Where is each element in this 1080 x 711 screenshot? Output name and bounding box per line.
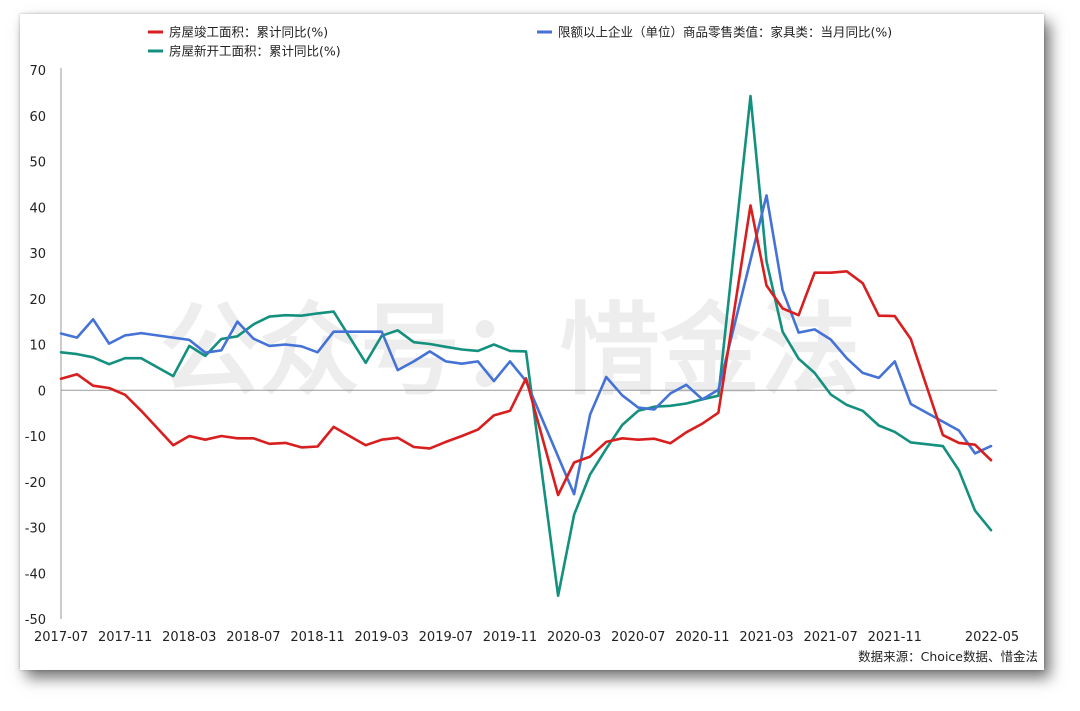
x-tick-label: 2019-11 (483, 630, 537, 645)
x-tick-label: 2018-11 (290, 630, 344, 645)
x-tick-label: 2022-05 (965, 630, 1019, 645)
y-tick-label: -50 (25, 613, 46, 628)
y-tick-label: 30 (29, 247, 46, 262)
y-tick-label: 70 (29, 64, 46, 79)
y-tick-label: 50 (29, 156, 46, 171)
legend-label-red: 房屋竣工面积：累计同比(%) (169, 25, 328, 40)
x-tick-label: 2019-07 (419, 630, 473, 645)
x-tick-label: 2017-07 (34, 630, 88, 645)
legend-label-blue: 限额以上企业（单位）商品零售类值：家具类：当月同比(%) (558, 25, 892, 40)
source-note: 数据来源：Choice数据、惜金法 (858, 649, 1038, 664)
x-tick-label: 2018-03 (162, 630, 216, 645)
legend-label-teal: 房屋新开工面积：累计同比(%) (169, 44, 341, 59)
y-tick-label: 20 (29, 293, 46, 308)
x-tick-label: 2021-07 (803, 630, 857, 645)
axes: 70 60 50 40 30 20 10 0 -10 -20 -30 -40 -50 2017-07 201… (25, 64, 1019, 645)
series-line-blue (59, 194, 993, 496)
series-line-red (59, 204, 993, 497)
series-lines (59, 94, 993, 598)
y-tick-label: -20 (25, 476, 46, 491)
x-tick-label: 2019-03 (355, 630, 409, 645)
series-line-teal (59, 94, 993, 598)
x-tick-label: 2021-03 (739, 630, 793, 645)
y-tick-label: 60 (29, 110, 46, 125)
x-tick-label: 2020-07 (611, 630, 665, 645)
legend: 房屋竣工面积：累计同比(%) 限额以上企业（单位）商品零售类值：家具类：当月同比(… (148, 25, 892, 59)
x-tick-label: 2020-03 (547, 630, 601, 645)
x-tick-label: 2021-11 (868, 630, 922, 645)
y-tick-label: -30 (25, 522, 46, 537)
x-tick-label: 2018-07 (226, 630, 280, 645)
y-tick-label: 10 (29, 339, 46, 354)
y-tick-label: 40 (29, 201, 46, 216)
x-tick-label: 2020-11 (675, 630, 729, 645)
y-tick-label: -40 (25, 567, 46, 582)
y-tick-label: -10 (25, 430, 46, 445)
x-tick-label: 2017-11 (98, 630, 152, 645)
y-tick-label: 0 (38, 384, 46, 399)
